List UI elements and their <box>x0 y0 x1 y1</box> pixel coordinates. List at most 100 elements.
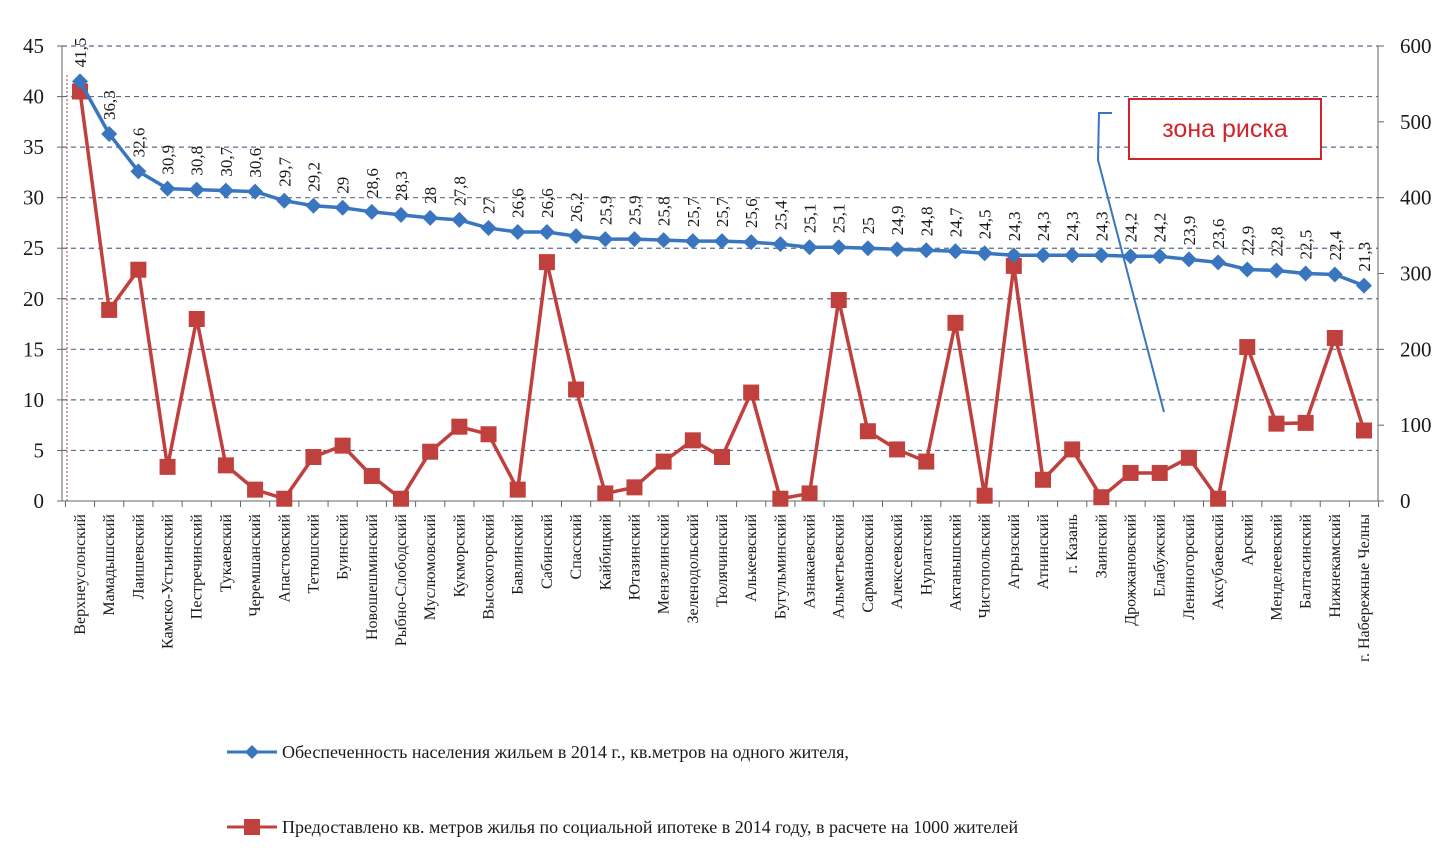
point-social-mortgage <box>830 292 847 309</box>
data-label: 28 <box>421 187 440 204</box>
category-label: Муслюмовский <box>422 514 439 621</box>
category-label: Алькеевский <box>743 514 760 602</box>
point-housing-provision <box>422 209 439 226</box>
point-housing-provision <box>859 240 876 257</box>
point-social-mortgage <box>422 443 439 460</box>
data-label: 30,9 <box>159 145 178 175</box>
point-housing-provision <box>772 236 789 253</box>
category-label: Черемшанский <box>247 514 264 617</box>
data-label: 36,3 <box>100 90 119 120</box>
category-label: Тукаевский <box>218 514 235 593</box>
data-label: 24,2 <box>1151 213 1170 243</box>
point-housing-provision <box>1122 248 1139 265</box>
data-label: 24,2 <box>1122 213 1141 243</box>
data-label: 22,4 <box>1326 230 1345 260</box>
point-housing-provision <box>568 228 585 245</box>
point-social-mortgage <box>1035 471 1051 488</box>
category-label: Аксубаевский <box>1210 514 1227 610</box>
point-social-mortgage <box>947 314 964 331</box>
data-label: 27 <box>480 197 499 214</box>
data-label: 41,5 <box>71 38 90 68</box>
series-social-mortgage <box>72 83 1372 507</box>
category-label: Дрожжановский <box>1123 514 1140 626</box>
category-label: Актанышский <box>947 514 964 611</box>
point-housing-provision <box>976 245 993 262</box>
data-label: 32,6 <box>129 128 148 158</box>
left-tick-label: 25 <box>23 236 44 260</box>
category-label: Альметьевский <box>831 514 848 619</box>
category-label: Алексеевский <box>889 514 906 609</box>
right-tick-label: 500 <box>1400 110 1432 134</box>
category-label: Арский <box>1239 514 1256 566</box>
category-label: Сармановский <box>860 514 877 613</box>
category-label: Апастовский <box>276 514 293 603</box>
point-social-mortgage <box>1297 414 1314 431</box>
data-label: 30,7 <box>217 146 236 176</box>
point-housing-provision <box>1093 247 1110 264</box>
data-label: 29,2 <box>304 162 323 192</box>
grid-lines <box>62 45 1378 452</box>
point-housing-provision <box>1005 247 1022 264</box>
point-housing-provision <box>276 192 293 209</box>
category-label: Менделеевский <box>1268 514 1285 621</box>
data-label: 28,3 <box>392 171 411 201</box>
point-social-mortgage <box>451 418 468 435</box>
point-housing-provision <box>830 239 847 256</box>
legend-diamond-icon <box>227 745 277 759</box>
left-tick-label: 30 <box>23 186 44 210</box>
category-label: Азнакаевский <box>802 514 819 609</box>
risk-zone-annotation: зона риска <box>1096 98 1322 413</box>
data-label: 24,3 <box>1092 212 1111 242</box>
data-label: 29,7 <box>275 156 294 186</box>
series-housing-provision <box>72 73 1372 294</box>
data-label: 25,4 <box>771 200 790 230</box>
data-label: 25,1 <box>830 203 849 233</box>
category-label: г. Казань <box>1064 514 1081 574</box>
data-label: 30,6 <box>246 148 265 178</box>
point-social-mortgage <box>1064 441 1081 458</box>
data-label: 23,9 <box>1180 216 1199 246</box>
point-housing-provision <box>626 231 643 248</box>
left-tick-label: 45 <box>23 34 44 58</box>
category-label: Зеленодольский <box>685 514 702 624</box>
point-social-mortgage <box>1356 422 1372 439</box>
category-label: Кайбицкий <box>597 514 614 591</box>
data-label: 24,8 <box>917 206 936 236</box>
right-tick-label: 400 <box>1400 186 1432 210</box>
category-label: Спасский <box>568 514 585 580</box>
point-housing-provision <box>188 181 205 198</box>
left-tick-label: 15 <box>23 337 44 361</box>
point-housing-provision <box>1064 247 1081 264</box>
point-housing-provision <box>130 163 147 180</box>
data-label: 25,9 <box>625 195 644 225</box>
right-tick-label: 0 <box>1400 489 1411 513</box>
data-label: 26,2 <box>567 192 586 222</box>
point-social-mortgage <box>743 384 760 401</box>
point-social-mortgage <box>568 381 585 398</box>
point-social-mortgage <box>684 432 701 449</box>
data-labels: 41,5 36,3 32,6 30,9 30,8 30,7 30,6 29,7 29,2 29 28… <box>71 38 1374 272</box>
point-housing-provision <box>714 233 730 250</box>
point-social-mortgage <box>889 441 906 458</box>
data-label: 22,5 <box>1297 230 1316 260</box>
left-tick-label: 5 <box>34 438 45 462</box>
point-social-mortgage <box>1268 415 1285 432</box>
point-social-mortgage <box>538 254 555 271</box>
data-label: 25,7 <box>684 197 703 227</box>
point-social-mortgage <box>480 426 497 443</box>
left-axis-ticks: 0 5 10 15 20 25 30 35 40 45 <box>23 34 44 513</box>
category-label: Нурлатский <box>918 514 935 596</box>
category-label: Мамадышский <box>101 514 118 616</box>
category-label: Рыбно-Слободский <box>393 514 410 647</box>
category-label: Лениногорский <box>1181 514 1198 620</box>
data-label: 24,7 <box>946 207 965 237</box>
legend-square-icon <box>227 819 277 835</box>
point-housing-provision <box>217 182 234 199</box>
data-label: 25,1 <box>801 203 820 233</box>
point-housing-provision <box>947 243 964 260</box>
category-label: Верхнеуслонский <box>72 514 89 635</box>
data-label: 22,8 <box>1267 227 1286 257</box>
risk-zone-box <box>1128 98 1322 160</box>
point-housing-provision <box>1268 262 1285 279</box>
data-label: 25 <box>859 217 878 234</box>
